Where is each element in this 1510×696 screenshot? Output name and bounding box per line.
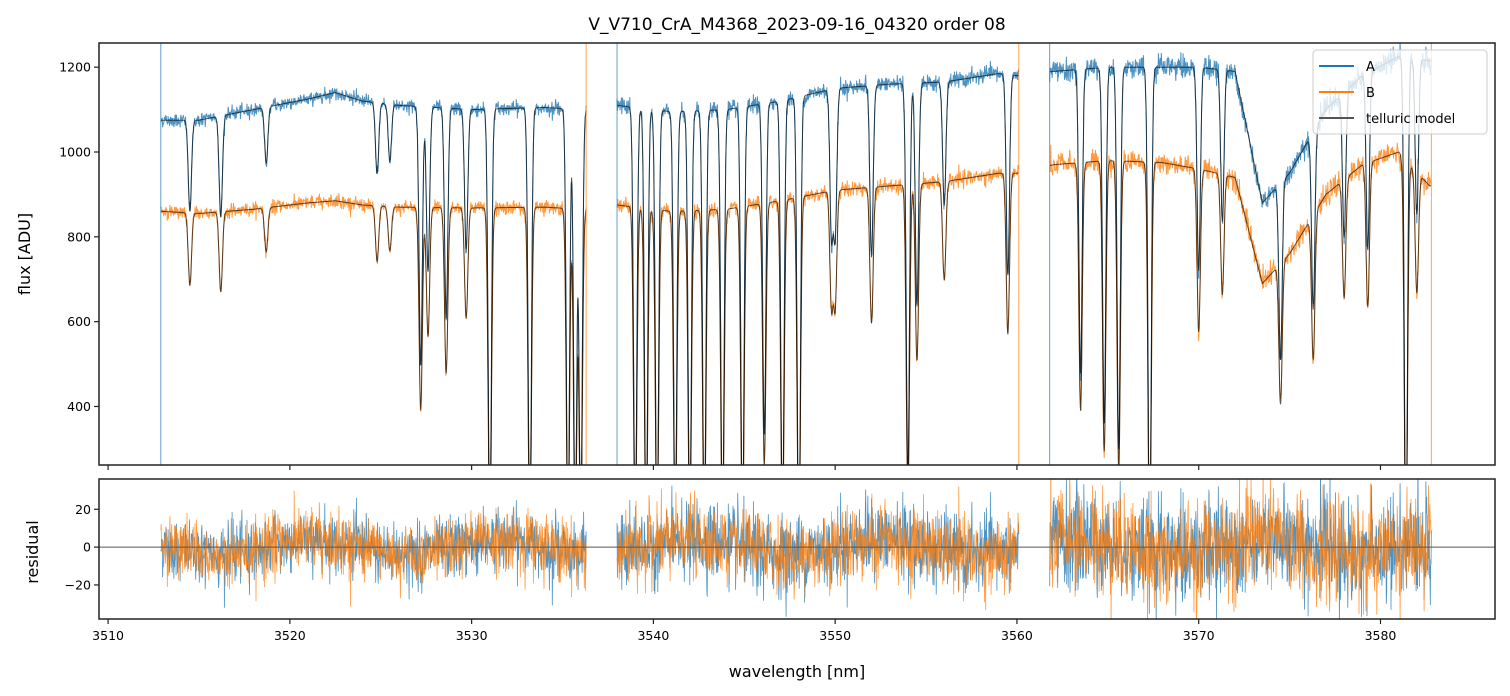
top-y-tick-label: 600 (67, 314, 91, 329)
bottom-x-tick-label: 3530 (456, 628, 488, 643)
top-y-tick-label: 800 (67, 229, 91, 244)
top-x-ticks (107, 465, 1382, 470)
telluric-model-a-line-seg2 (616, 72, 1019, 465)
legend-frame (1312, 49, 1488, 135)
bottom-x-tick-label: 3520 (274, 628, 306, 643)
top-axes-frame (98, 42, 1496, 466)
telluric-model-a-line-seg1 (160, 92, 587, 465)
legend: A B telluric model (1312, 49, 1488, 135)
legend-label-b: B (1366, 86, 1375, 101)
top-panel: 400 600 800 1000 1200 flux [ADU] A B telluri… (15, 42, 1496, 470)
top-y-tick-label: 400 (67, 399, 91, 414)
bottom-y-tick-label: 0 (83, 540, 91, 555)
residual-a-line-seg3 (1049, 479, 1432, 619)
bottom-x-ticks: 3510 3520 3530 3540 3550 3560 3570 3580 (92, 619, 1396, 643)
residual-b-line-seg3 (1049, 479, 1432, 619)
chart-title: V_V710_CrA_M4368_2023-09-16_04320 order … (588, 15, 1005, 35)
y-axis-label-flux: flux [ADU] (15, 213, 34, 295)
series-b-line-seg2 (616, 164, 1020, 465)
telluric-model-b-line-seg2 (616, 172, 1019, 465)
bottom-x-tick-label: 3540 (637, 628, 669, 643)
series-b-line-seg1 (160, 193, 587, 465)
bottom-x-tick-label: 3570 (1183, 628, 1215, 643)
bottom-x-tick-label: 3580 (1365, 628, 1397, 643)
residual-b-line-seg2 (616, 486, 1020, 611)
bottom-y-tick-label: −20 (65, 577, 91, 592)
telluric-model-b-line-seg1 (160, 200, 587, 465)
telluric-model-b-line-seg3 (1049, 151, 1432, 465)
bottom-y-tick-label: 20 (75, 502, 91, 517)
top-y-tick-label: 1200 (59, 60, 91, 75)
x-axis-label-wavelength: wavelength [nm] (729, 662, 866, 681)
top-y-tick-label: 1000 (59, 144, 91, 159)
top-plot-area (160, 43, 1432, 465)
bottom-axes-frame (98, 478, 1496, 620)
bottom-x-tick-label: 3550 (819, 628, 851, 643)
top-y-ticks: 400 600 800 1000 1200 (59, 60, 99, 414)
bottom-x-tick-label: 3560 (1001, 628, 1033, 643)
bottom-y-ticks: −20 0 20 (65, 502, 99, 592)
legend-label-telluric: telluric model (1366, 112, 1455, 127)
y-axis-label-residual: residual (23, 520, 42, 583)
bottom-x-tick-label: 3510 (92, 628, 124, 643)
residual-b-line-seg1 (160, 490, 587, 607)
legend-label-a: A (1366, 60, 1375, 75)
telluric-model-a-line-seg3 (1049, 56, 1432, 465)
